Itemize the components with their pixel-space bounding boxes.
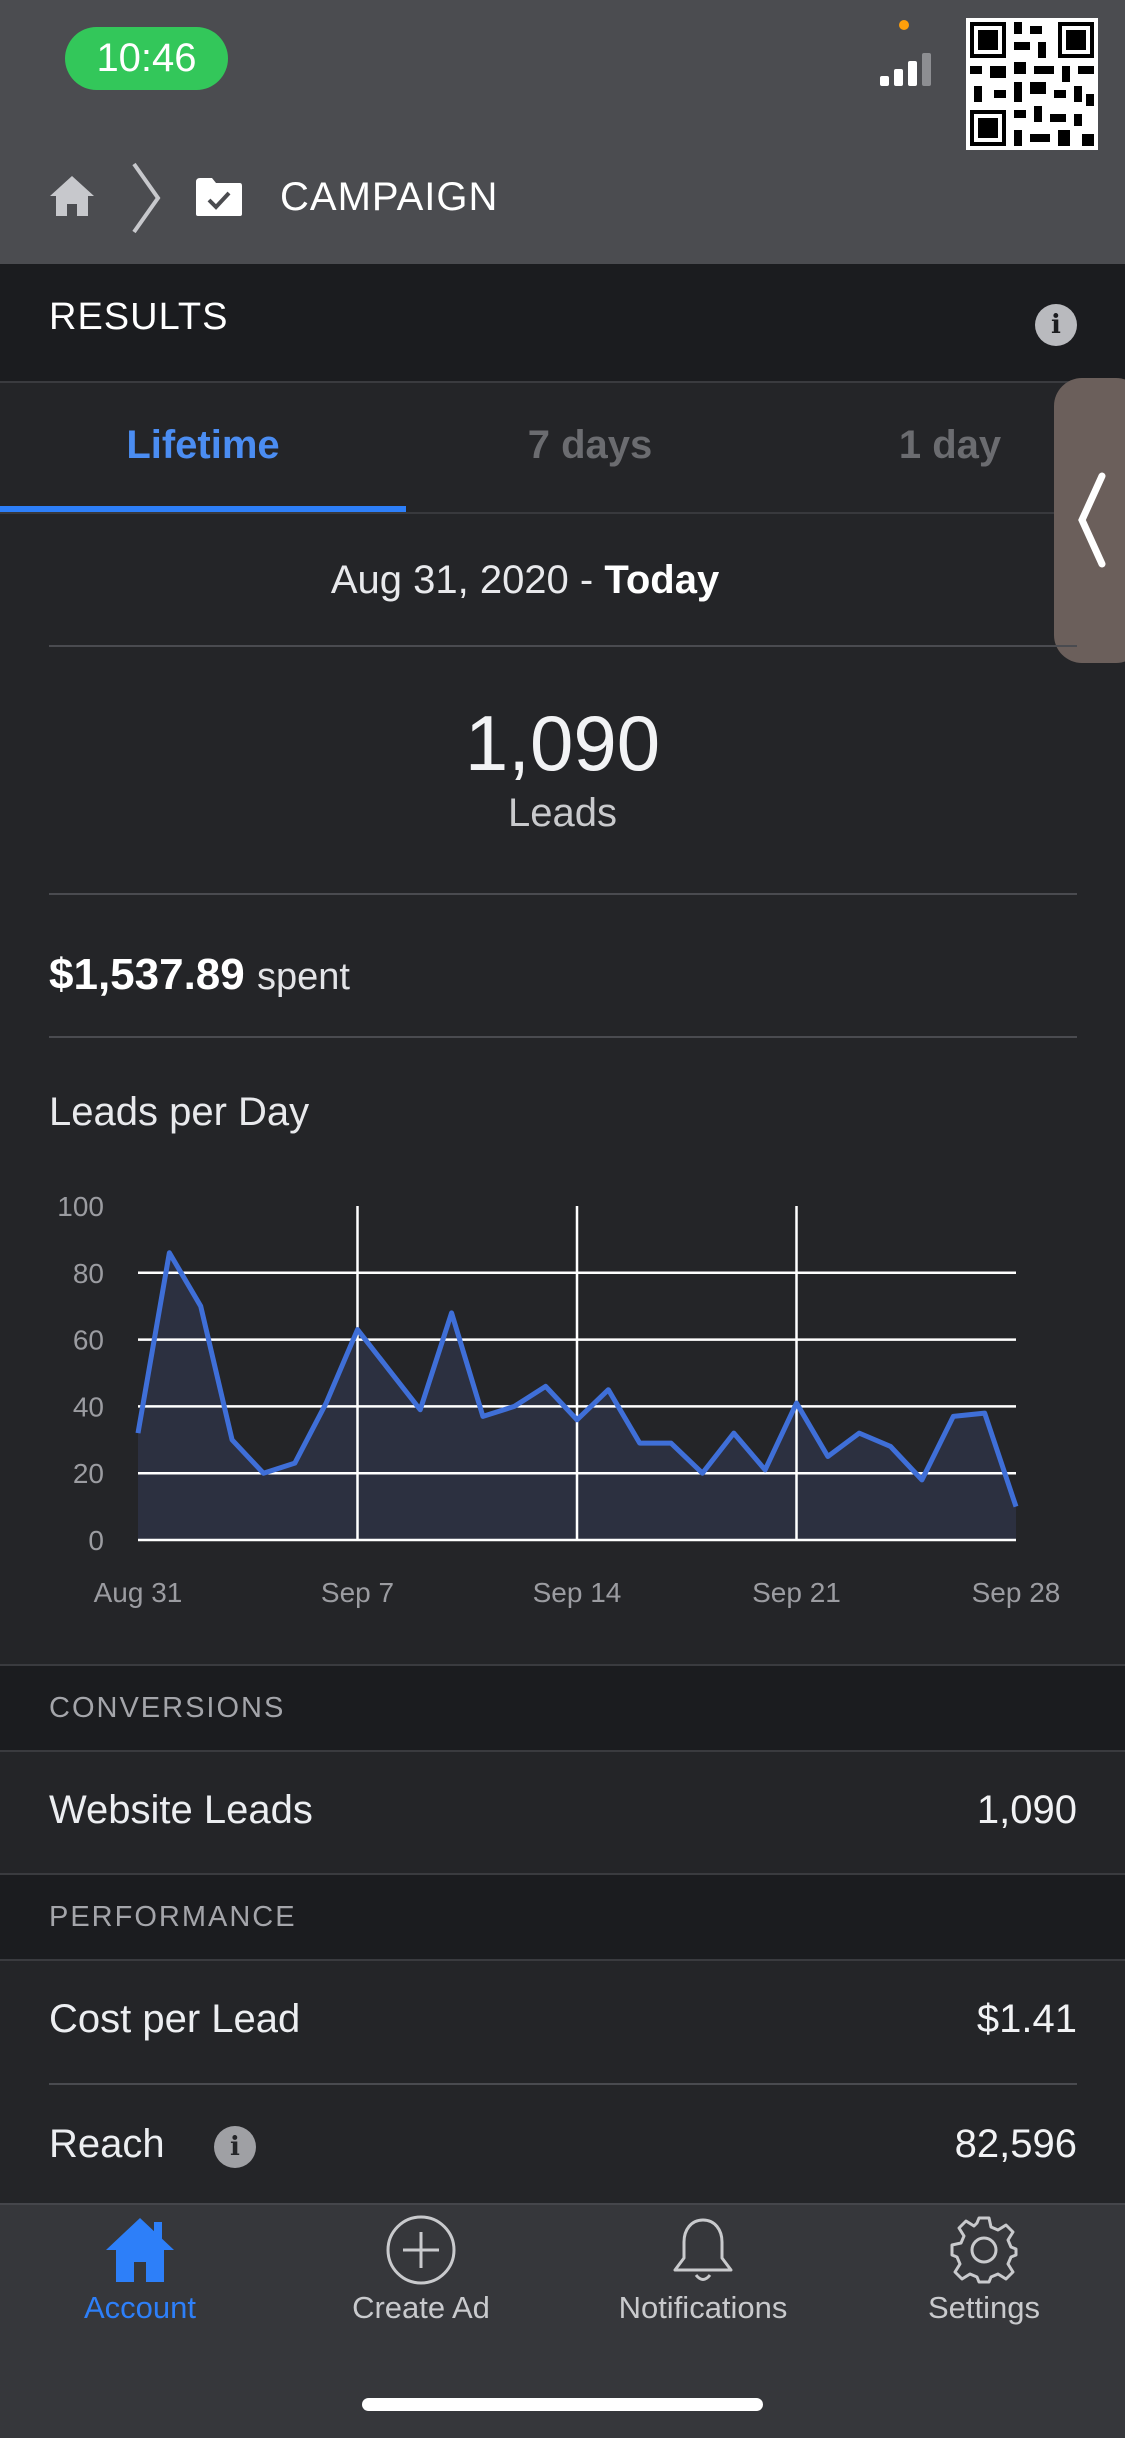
chart-x-tick-label: Sep 7 — [321, 1577, 394, 1608]
divider — [49, 645, 1077, 647]
recording-indicator — [899, 20, 909, 30]
chart-y-tick-label: 100 — [57, 1191, 104, 1222]
breadcrumb-separator-icon — [132, 162, 161, 234]
date-range-start: Aug 31, 2020 - — [330, 558, 605, 602]
spent-amount: $1,537.89 — [49, 950, 245, 999]
divider — [49, 1036, 1077, 1038]
active-tab-indicator — [0, 506, 406, 512]
conversions-section-header — [0, 1664, 1125, 1752]
chart-x-tick-label: Sep 28 — [972, 1577, 1061, 1608]
bell-icon — [673, 2218, 733, 2281]
results-title: RESULTS — [49, 296, 229, 338]
tabbar-label-create-ad: Create Ad — [352, 2290, 490, 2325]
divider — [49, 2083, 1077, 2085]
amount-spent: $1,537.89 spent — [49, 942, 350, 1010]
reach-value: 82,596 — [954, 2122, 1077, 2166]
chart-y-tick-label: 20 — [73, 1458, 104, 1489]
breadcrumb-title[interactable]: CAMPAIGN — [280, 175, 499, 219]
tab-7-days[interactable]: 7 days — [527, 423, 653, 467]
chevron-left-icon — [1078, 472, 1106, 568]
tabbar-item-create-ad[interactable]: Create Ad — [301, 2206, 541, 2336]
divider — [49, 893, 1077, 895]
reach-label: Reach — [49, 2122, 165, 2166]
status-time: 10:46 — [65, 27, 228, 90]
leads-total: 1,090 — [464, 699, 661, 787]
reach-info-icon[interactable]: i — [214, 2126, 256, 2168]
chart-title: Leads per Day — [49, 1090, 310, 1134]
gear-icon — [950, 2216, 1018, 2284]
cellular-signal-icon — [880, 53, 931, 86]
home-icon[interactable] — [48, 172, 96, 220]
performance-section-title: PERFORMANCE — [49, 1901, 297, 1933]
results-header — [0, 264, 1125, 383]
tabbar-label-notifications: Notifications — [618, 2290, 788, 2325]
performance-section-header — [0, 1873, 1125, 1961]
chart-x-tick-label: Sep 21 — [752, 1577, 841, 1608]
campaign-folder-icon — [196, 178, 242, 216]
home-indicator[interactable] — [362, 2398, 763, 2411]
tab-lifetime[interactable]: Lifetime — [126, 423, 280, 467]
tabbar-item-account[interactable]: Account — [20, 2206, 260, 2336]
chart-y-tick-label: 80 — [73, 1258, 104, 1289]
website-leads-value: 1,090 — [976, 1788, 1077, 1832]
qr-code-icon — [966, 18, 1098, 150]
website-leads-label: Website Leads — [49, 1788, 313, 1832]
tabs-divider — [0, 512, 1125, 514]
tabbar-item-settings[interactable]: Settings — [864, 2206, 1104, 2336]
date-range: Aug 31, 2020 - Today — [0, 548, 1050, 612]
tabbar-item-notifications[interactable]: Notifications — [583, 2206, 823, 2336]
tabbar-label-account: Account — [83, 2290, 196, 2325]
chart-series-line — [135, 1250, 1019, 1508]
chart-y-tick-label: 60 — [73, 1325, 104, 1356]
cost-per-lead-label: Cost per Lead — [49, 1997, 301, 2041]
chart-y-tick-label: 40 — [73, 1391, 104, 1422]
leads-per-day-chart: 0 20 40 60 80 100 Aug 31 Sep 7 Sep 14 Sep 21 Sep 2… — [57, 1191, 1061, 1608]
plus-circle-icon — [386, 2215, 456, 2285]
conversions-section-title: CONVERSIONS — [49, 1692, 286, 1724]
chart-x-tick-label: Aug 31 — [94, 1577, 183, 1608]
tabbar-label-settings: Settings — [927, 2290, 1040, 2325]
tab-1-day[interactable]: 1 day — [898, 423, 1002, 467]
home-icon — [106, 2218, 174, 2282]
chart-x-tick-label: Sep 14 — [533, 1577, 622, 1608]
date-range-end: Today — [604, 558, 720, 602]
leads-total-label: Leads — [508, 791, 617, 835]
side-panel-handle[interactable] — [1054, 378, 1125, 663]
spent-label: spent — [256, 956, 350, 998]
info-icon[interactable]: i — [1035, 304, 1077, 346]
cost-per-lead-value: $1.41 — [976, 1997, 1077, 2041]
chart-y-tick-label: 0 — [88, 1525, 104, 1556]
